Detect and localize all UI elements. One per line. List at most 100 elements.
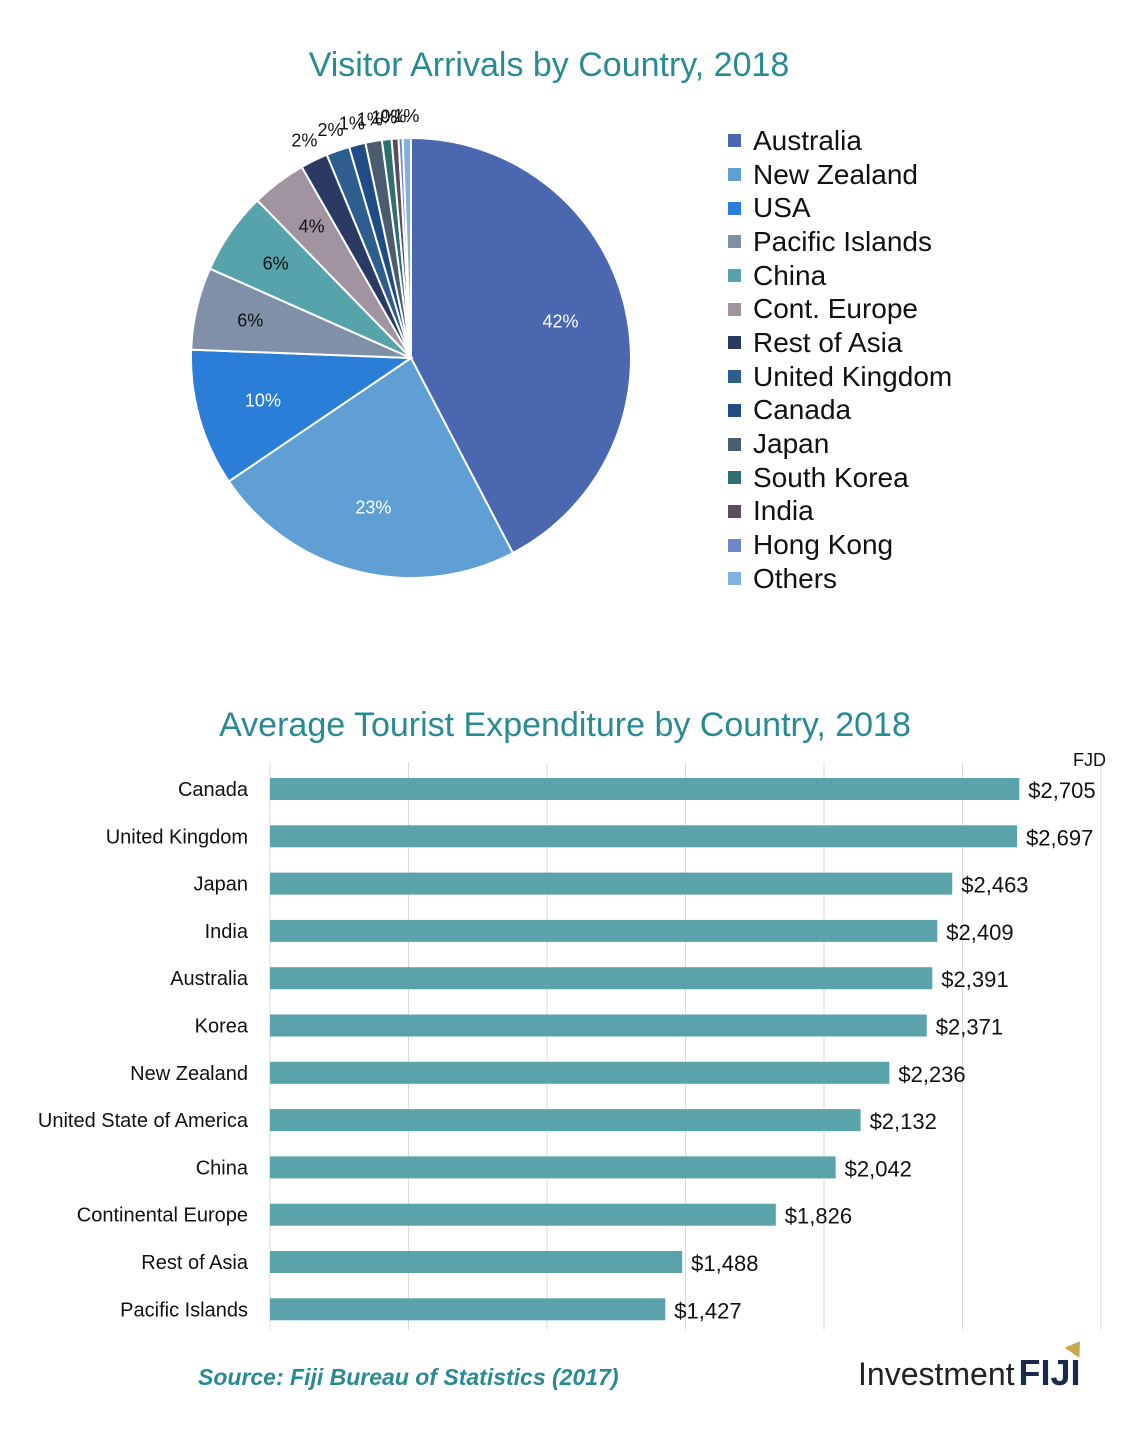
bar-continental-europe [270,1203,776,1226]
pie-label-china: 6% [263,254,289,274]
pie-label-canada: 1% [339,113,365,133]
legend-label: Pacific Islands [753,225,932,257]
bar-united-kingdom [270,825,1018,848]
category-label-united-kingdom: United Kingdom [106,826,248,848]
pie-chart-title: Visitor Arrivals by Country, 2018 [308,46,790,84]
value-label-china: $2,042 [845,1156,912,1181]
legend-swatch [728,302,741,316]
legend-swatch [728,403,741,417]
category-label-china: China [196,1157,249,1179]
legend-swatch [728,336,741,350]
category-label-rest-of-asia: Rest of Asia [141,1252,249,1274]
legend-label: Japan [753,428,830,460]
legend-swatch [728,168,741,182]
legend-swatch [728,572,741,586]
legend-label: Australia [753,124,862,156]
legend-label: Rest of Asia [753,326,903,358]
legend-label: USA [753,192,811,224]
legend-item-south-korea: South Korea [728,461,952,495]
legend-item-usa: USA [728,191,952,225]
legend-item-others: Others [728,562,952,596]
legend-item-rest-of-asia: Rest of Asia [728,326,952,360]
value-label-united-kingdom: $2,697 [1026,825,1093,850]
legend-item-japan: Japan [728,427,952,461]
value-label-india: $2,409 [946,920,1013,945]
logo-text: Investment [858,1356,1015,1392]
legend-swatch [728,269,741,283]
bar-korea [270,1014,927,1037]
value-label-australia: $2,391 [941,967,1008,992]
bar-united-state-of-america [270,1109,861,1132]
pie-legend: Australia New Zealand USA Pacific Islands Ch… [728,124,952,596]
legend-item-hong-kong: Hong Kong [728,528,952,562]
bar-chart: FJD Canada $2,705 United Kingdom $2,697 Japan… [38,750,1106,1330]
legend-label: Cont. Europe [753,293,918,325]
value-label-korea: $2,371 [936,1015,1003,1040]
category-label-india: India [205,921,249,943]
category-label-canada: Canada [178,779,249,801]
legend-item-united-kingdom: United Kingdom [728,360,952,394]
category-label-united-state-of-america: United State of America [38,1110,249,1132]
logo-text-fiji: FIJI [1019,1336,1087,1394]
pie-slice-usa [190,348,415,483]
legend-swatch [728,538,741,552]
legend-item-china: China [728,259,952,293]
bar-new-zealand [270,1061,890,1084]
value-label-japan: $2,463 [961,873,1028,898]
value-label-united-state-of-america: $2,132 [870,1109,937,1134]
bar-pacific-islands [270,1298,666,1321]
bar-rest-of-asia [270,1251,683,1273]
pie-label-new-zealand: 23% [355,497,391,517]
legend-swatch [728,471,741,485]
legend-item-canada: Canada [728,394,952,428]
value-label-continental-europe: $1,826 [785,1204,852,1229]
pie-label-australia: 42% [543,311,579,331]
source-note: Source: Fiji Bureau of Statistics (2017) [198,1364,619,1390]
pie-slice-australia [410,136,632,555]
legend-item-new-zealand: New Zealand [728,158,952,192]
legend-label: United Kingdom [753,360,953,392]
bar-canada [270,778,1020,800]
category-label-new-zealand: New Zealand [130,1063,248,1085]
legend-item-cont-europe: Cont. Europe [728,292,952,326]
legend-label: South Korea [753,461,909,493]
legend-label: Hong Kong [753,529,894,561]
bar-india [270,919,938,942]
legend-label: Canada [753,394,852,426]
legend-item-australia: Australia [728,124,952,158]
pie-label-cont-europe: 4% [299,216,325,236]
bar-china [270,1156,836,1179]
legend-label: China [753,259,827,291]
category-label-pacific-islands: Pacific Islands [120,1299,248,1321]
legend-label: New Zealand [753,158,918,190]
pie-label-japan: 1% [357,110,383,130]
bar-australia [270,967,933,990]
legend-swatch [728,235,741,249]
category-label-korea: Korea [195,1016,249,1038]
pie-label-south-korea: 1% [371,107,397,127]
value-label-canada: $2,705 [1028,778,1095,803]
legend-item-india: India [728,495,952,529]
pie-slice-others [401,136,412,359]
legend-label: India [753,495,814,527]
pie-slice-new-zealand [227,356,515,579]
unit-label: FJD [1073,750,1106,770]
legend-swatch [728,437,741,451]
value-label-new-zealand: $2,236 [898,1062,965,1087]
pie-label-united-kingdom: 2% [318,120,344,140]
value-label-pacific-islands: $1,427 [674,1298,741,1323]
legend-label: Others [753,562,838,594]
pie-label-pacific-islands: 6% [237,311,263,331]
value-label-rest-of-asia: $1,488 [691,1251,758,1276]
legend-swatch [728,370,741,384]
legend-swatch [728,201,741,215]
pie-label-usa: 10% [245,390,281,410]
investment-fiji-logo: Investment FIJI [858,1336,1087,1398]
legend-item-pacific-islands: Pacific Islands [728,225,952,259]
pie-label-others: 1% [393,106,419,126]
category-label-continental-europe: Continental Europe [77,1205,248,1227]
bar-japan [270,872,953,895]
category-label-japan: Japan [194,874,249,896]
legend-swatch [728,134,741,148]
pie-label-rest-of-asia: 2% [291,131,317,151]
